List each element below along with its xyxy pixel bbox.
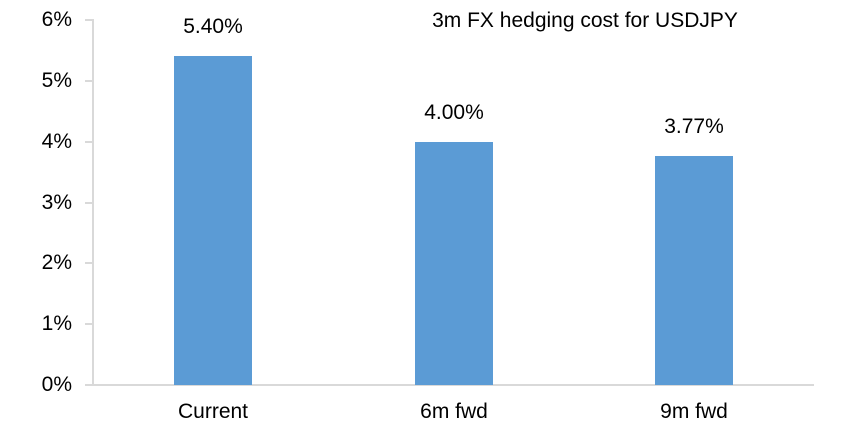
y-axis-tick — [85, 140, 93, 143]
y-axis-tick — [85, 79, 93, 82]
y-axis-tick — [85, 384, 93, 386]
bar-value-label: 5.40% — [183, 15, 243, 38]
y-axis-tick — [85, 19, 93, 21]
y-axis-tick-label: 6% — [41, 8, 72, 31]
x-axis-label: 6m fwd — [420, 400, 488, 423]
bar — [415, 142, 493, 385]
y-axis-tick-label: 3% — [41, 190, 72, 214]
y-axis-tick — [85, 201, 93, 204]
x-axis-label: Current — [177, 400, 249, 423]
y-axis-line — [92, 19, 94, 386]
y-axis-tick — [85, 323, 93, 326]
y-axis-tick-label: 4% — [41, 129, 72, 153]
y-axis-tick-label: 1% — [41, 312, 72, 336]
x-axis-label: 9m fwd — [660, 400, 728, 423]
bar-value-label: 4.00% — [424, 101, 484, 124]
y-axis-tick — [85, 262, 93, 265]
bar — [655, 156, 733, 385]
y-axis-tick-label: 0% — [41, 373, 72, 396]
y-axis-tick-label: 2% — [41, 251, 72, 275]
bar — [174, 56, 252, 385]
bar-value-label: 3.77% — [664, 115, 724, 138]
x-axis-line — [93, 384, 814, 386]
chart-title: 3m FX hedging cost for USDJPY — [432, 9, 738, 32]
y-axis-tick-label: 5% — [41, 68, 72, 92]
